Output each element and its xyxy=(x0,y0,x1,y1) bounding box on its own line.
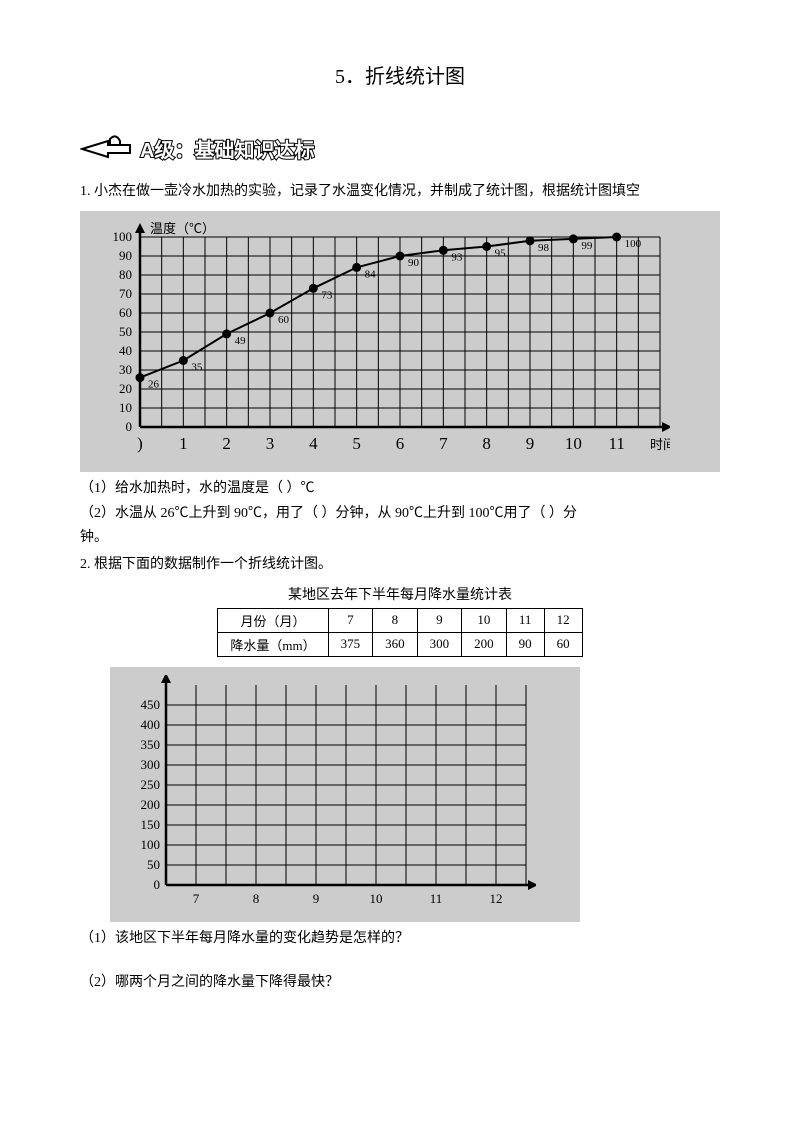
chart1-point xyxy=(612,233,621,242)
chart2-svg: 0 50 100 150 200 250 300 350 400 450 7 8 9 10 11 12 xyxy=(120,675,536,913)
chart2-xtick: 7 xyxy=(193,891,200,906)
chart1-xtick: 9 xyxy=(526,434,535,453)
chart1-xtick: 7 xyxy=(439,434,448,453)
chart1-ytick: 0 xyxy=(126,419,133,434)
chart1-xtick: 10 xyxy=(565,434,582,453)
chart1-point xyxy=(569,235,578,244)
chart1-point xyxy=(309,284,318,293)
table-data-cell: 200 xyxy=(462,632,507,656)
chart1-svg: 0 10 20 30 40 50 60 70 80 90 100 温度（℃）) 1 2 3 4 5 6 7 8 9 10 1… xyxy=(90,219,670,463)
table-header-cell: 12 xyxy=(544,608,582,632)
chart1-xtick: ) xyxy=(137,434,143,453)
section-banner: A级：基础知识达标 xyxy=(80,129,720,171)
chart2-ytick: 50 xyxy=(147,857,160,872)
q1-sub2b: 钟。 xyxy=(80,527,720,549)
chart1-xtick: 4 xyxy=(309,434,318,453)
chart2-xtick: 8 xyxy=(253,891,260,906)
chart1-ytick: 10 xyxy=(119,400,132,415)
q2-sub2: （2）哪两个月之间的降水量下降得最快？ xyxy=(80,972,720,994)
chart1-point xyxy=(179,356,188,365)
q2-sub1: （1）该地区下半年每月降水量的变化趋势是怎样的？ xyxy=(80,928,720,950)
banner-text: A级：基础知识达标 xyxy=(140,138,314,162)
chart1-xtick: 1 xyxy=(179,434,188,453)
chart1-point xyxy=(396,252,405,261)
chart2-ytick: 400 xyxy=(141,717,161,732)
chart2-ytick: 450 xyxy=(141,697,161,712)
chart1-point xyxy=(482,242,491,251)
chart1-ytick: 20 xyxy=(119,381,132,396)
chart1-point xyxy=(136,373,145,382)
table-header-cell: 8 xyxy=(373,608,418,632)
chart1-point-label: 26 xyxy=(148,379,160,391)
q2-intro: 2. 根据下面的数据制作一个折线统计图。 xyxy=(80,554,720,576)
chart1-ytick: 30 xyxy=(119,362,132,377)
chart1-ytick: 60 xyxy=(119,305,132,320)
chart2-xtick: 11 xyxy=(430,891,443,906)
chart1-ytick: 40 xyxy=(119,343,132,358)
table-data-cell: 90 xyxy=(506,632,544,656)
page-title: 5．折线统计图 xyxy=(80,60,720,89)
chart2-xtick: 10 xyxy=(370,891,383,906)
chart1-ytick: 80 xyxy=(119,267,132,282)
chart2-ytick: 150 xyxy=(141,817,161,832)
table-header-cell: 7 xyxy=(328,608,373,632)
table-header-cell: 11 xyxy=(506,608,544,632)
chart1-xtitle: 时间（分） xyxy=(650,437,670,452)
chart2-xtick: 9 xyxy=(313,891,320,906)
table-header-cell: 10 xyxy=(462,608,507,632)
table-data-cell: 375 xyxy=(328,632,373,656)
chart1-point-label: 90 xyxy=(408,257,420,269)
chart1-point xyxy=(266,309,275,318)
chart1-point-label: 99 xyxy=(581,240,593,252)
chart2-xtick: 12 xyxy=(490,891,503,906)
chart1-ytick: 70 xyxy=(119,286,132,301)
chart1-point xyxy=(222,330,231,339)
chart2-ytick: 200 xyxy=(141,797,161,812)
chart1-point xyxy=(439,246,448,255)
chart1-xtick: 6 xyxy=(396,434,405,453)
chart1-point-label: 84 xyxy=(365,269,377,281)
chart1-xtick: 3 xyxy=(266,434,275,453)
chart2-ytick: 350 xyxy=(141,737,161,752)
chart1-point xyxy=(526,237,535,246)
chart1-point xyxy=(352,263,361,272)
chart1-point-label: 98 xyxy=(538,242,550,254)
chart1-ytick: 100 xyxy=(113,229,133,244)
q1-sub1: （1）给水加热时，水的温度是（ ）℃ xyxy=(80,478,720,500)
q1-intro: 1. 小杰在做一壶冷水加热的实验，记录了水温变化情况，并制成了统计图，根据统计图… xyxy=(80,181,720,203)
table-data-cell: 360 xyxy=(373,632,418,656)
chart1-point-label: 93 xyxy=(451,252,463,264)
chart1-ytick: 90 xyxy=(119,248,132,263)
chart1-xtick: 8 xyxy=(482,434,491,453)
q1-sub2a: （2）水温从 26℃上升到 90℃，用了（ ）分钟，从 90℃上升到 100℃用… xyxy=(80,503,720,525)
table-data-cell: 60 xyxy=(544,632,582,656)
chart1-container: 0 10 20 30 40 50 60 70 80 90 100 温度（℃）) 1 2 3 4 5 6 7 8 9 10 1… xyxy=(80,211,720,472)
chart1-ytick: 50 xyxy=(119,324,132,339)
rainfall-table: 月份（月）789101112 降水量（mm）3753603002009060 xyxy=(217,608,582,657)
table-header-cell: 月份（月） xyxy=(218,608,328,632)
chart1-point-label: 49 xyxy=(235,335,247,347)
chart2-ytick: 300 xyxy=(141,757,161,772)
chart2-ytick: 100 xyxy=(141,837,161,852)
chart1-point-label: 60 xyxy=(278,314,290,326)
chart2-ytick: 0 xyxy=(154,877,161,892)
chart1-point-label: 95 xyxy=(495,248,507,260)
table-data-cell: 300 xyxy=(417,632,462,656)
chart1-point-label: 73 xyxy=(321,290,333,302)
chart1-point-label: 35 xyxy=(191,362,203,374)
table-title: 某地区去年下半年每月降水量统计表 xyxy=(80,584,720,604)
chart1-ytitle: 温度（℃） xyxy=(150,221,215,236)
table-data-cell: 降水量（mm） xyxy=(218,632,328,656)
chart1-point-label: 100 xyxy=(625,238,642,250)
chart1-xtick: 5 xyxy=(352,434,361,453)
table-header-cell: 9 xyxy=(417,608,462,632)
chart1-xtick: 11 xyxy=(608,434,624,453)
chart1-xtick: 2 xyxy=(222,434,231,453)
chart2-ytick: 250 xyxy=(141,777,161,792)
chart2-container: 0 50 100 150 200 250 300 350 400 450 7 8 9 10 11 12 xyxy=(110,667,580,922)
